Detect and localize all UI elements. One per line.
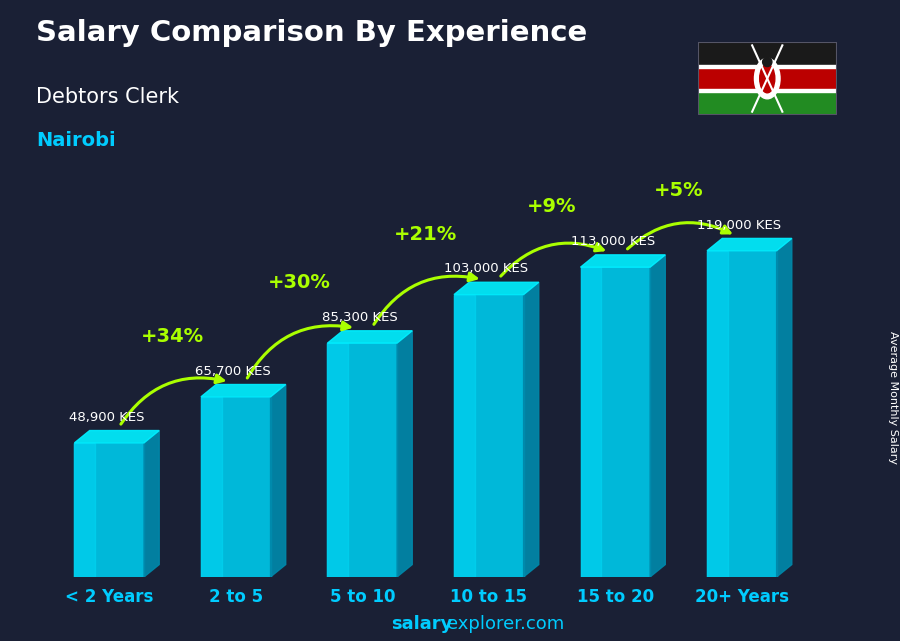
Bar [328,343,348,577]
Bar [454,295,524,577]
FancyArrowPatch shape [500,243,603,276]
Text: +21%: +21% [394,225,457,244]
Bar [328,343,397,577]
Bar [707,251,777,577]
Text: 65,700 KES: 65,700 KES [195,365,271,378]
Polygon shape [201,385,285,397]
Bar [75,443,144,577]
Text: 113,000 KES: 113,000 KES [571,235,655,248]
Polygon shape [144,431,159,577]
FancyArrowPatch shape [121,375,223,424]
Text: Salary Comparison By Experience: Salary Comparison By Experience [36,19,587,47]
Bar [75,443,95,577]
Text: 119,000 KES: 119,000 KES [698,219,781,231]
Bar [698,42,837,66]
Bar [698,65,837,68]
Text: 48,900 KES: 48,900 KES [69,411,145,424]
Bar [201,397,221,577]
Ellipse shape [762,57,772,67]
Text: 85,300 KES: 85,300 KES [322,311,398,324]
Text: explorer.com: explorer.com [447,615,564,633]
Bar [698,89,837,92]
Polygon shape [777,238,792,577]
Bar [698,91,837,115]
Text: Debtors Clerk: Debtors Clerk [36,87,179,106]
Polygon shape [707,238,792,251]
Text: Nairobi: Nairobi [36,131,115,151]
Polygon shape [75,431,159,443]
Polygon shape [271,385,285,577]
Text: +9%: +9% [527,197,577,217]
Bar [454,295,475,577]
Bar [580,267,601,577]
Bar [580,267,650,577]
Bar [201,397,271,577]
Polygon shape [650,255,665,577]
Polygon shape [454,282,539,295]
Text: 103,000 KES: 103,000 KES [445,262,528,276]
Polygon shape [524,282,539,577]
Ellipse shape [754,58,780,99]
Text: +5%: +5% [653,181,704,200]
Ellipse shape [760,64,775,93]
Bar [707,251,728,577]
Bar [698,66,837,91]
Polygon shape [397,331,412,577]
Text: +34%: +34% [141,327,204,346]
FancyArrowPatch shape [374,273,476,324]
Polygon shape [580,255,665,267]
Polygon shape [328,331,412,343]
FancyArrowPatch shape [627,222,730,249]
Text: Average Monthly Salary: Average Monthly Salary [887,331,898,464]
Text: +30%: +30% [267,274,330,292]
FancyArrowPatch shape [248,322,350,378]
Text: salary: salary [392,615,453,633]
